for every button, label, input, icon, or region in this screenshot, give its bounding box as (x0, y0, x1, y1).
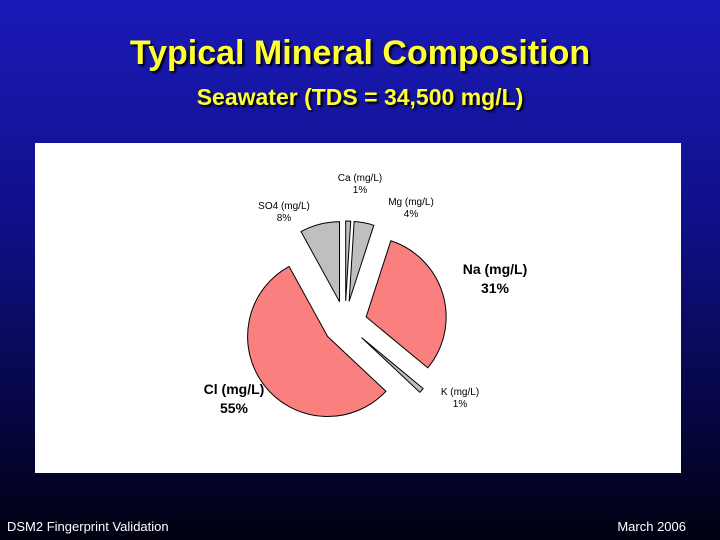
pie-slice-na (365, 240, 447, 369)
slice-label-na: Na (mg/L) 31% (463, 261, 528, 296)
pie-slice-ca (345, 220, 352, 302)
slide-subtitle: Seawater (TDS = 34,500 mg/L) (196, 84, 524, 110)
footer-date: March 2006 (617, 519, 686, 534)
pie-slice-so4 (300, 221, 341, 302)
slice-label-cl: Cl (mg/L) 55% (204, 381, 265, 416)
slice-label-ca: Ca (mg/L) 1% (338, 173, 382, 196)
slice-label-so4: SO4 (mg/L) 8% (258, 201, 310, 224)
slice-label-mg: Mg (mg/L) 4% (388, 197, 434, 220)
footer-left-text: DSM2 Fingerprint Validation (7, 519, 169, 534)
slide-title: Typical Mineral Composition (129, 34, 591, 72)
pie-slice-cl (247, 265, 387, 417)
pie-slice-k (361, 337, 424, 394)
pie-slice-mg (348, 221, 375, 302)
pie-chart: Ca (mg/L) 1% Mg (mg/L) 4% Na (mg/L) 31% K (mg/… (204, 173, 528, 417)
chart-panel: Ca (mg/L) 1% Mg (mg/L) 4% Na (mg/L) 31% K (mg/… (35, 143, 681, 473)
slice-label-k: K (mg/L) 1% (441, 387, 479, 410)
